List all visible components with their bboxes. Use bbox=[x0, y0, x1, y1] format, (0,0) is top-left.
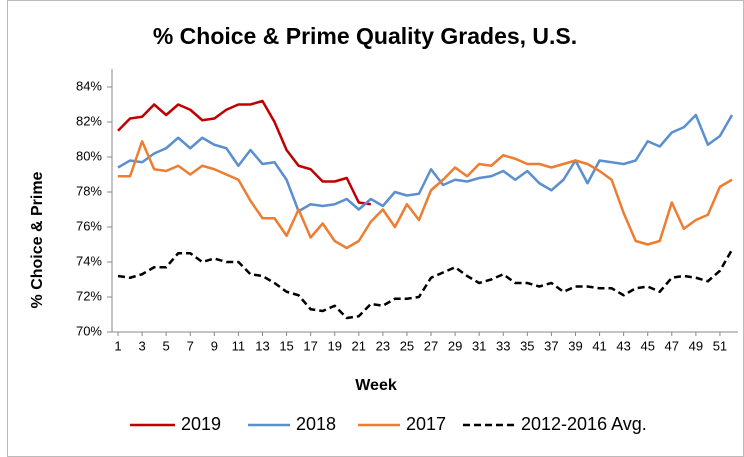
x-tick-label: 43 bbox=[616, 338, 630, 353]
x-tick-label: 51 bbox=[713, 338, 727, 353]
x-tick-label: 13 bbox=[255, 338, 269, 353]
x-tick-label: 37 bbox=[544, 338, 558, 353]
series-line bbox=[117, 113, 734, 213]
x-tick-label: 17 bbox=[303, 338, 317, 353]
x-tick-label: 1 bbox=[114, 338, 121, 353]
x-tick-label: 49 bbox=[689, 338, 703, 353]
x-tick-label: 21 bbox=[352, 338, 366, 353]
x-tick-label: 3 bbox=[138, 338, 145, 353]
y-tick-label: 72% bbox=[76, 288, 102, 303]
x-tick-label: 7 bbox=[187, 338, 194, 353]
x-tick-label: 11 bbox=[232, 338, 246, 353]
y-axis-title: % Choice & Prime bbox=[29, 171, 46, 308]
y-tick-label: 78% bbox=[76, 183, 102, 198]
y-tick-label: 70% bbox=[76, 323, 102, 338]
x-tick-label: 5 bbox=[163, 338, 170, 353]
x-tick-label: 27 bbox=[424, 338, 438, 353]
legend-label: 2012-2016 Avg. bbox=[521, 414, 647, 434]
y-tick-label: 74% bbox=[76, 253, 102, 268]
x-tick-label: 35 bbox=[520, 338, 534, 353]
x-tick-label: 33 bbox=[496, 338, 510, 353]
y-tick-label: 84% bbox=[76, 78, 102, 93]
series-line bbox=[118, 140, 733, 250]
chart-title: % Choice & Prime Quality Grades, U.S. bbox=[153, 23, 577, 49]
x-tick-label: 31 bbox=[472, 338, 486, 353]
x-tick-label: 29 bbox=[448, 338, 462, 353]
legend-label: 2017 bbox=[406, 414, 446, 434]
x-tick-label: 47 bbox=[665, 338, 679, 353]
x-tick-label: 15 bbox=[279, 338, 293, 353]
chart-border bbox=[7, 0, 744, 457]
series-line bbox=[117, 99, 372, 206]
x-tick-label: 19 bbox=[327, 338, 341, 353]
x-axis-title: Week bbox=[355, 377, 397, 394]
x-tick-label: 45 bbox=[640, 338, 654, 353]
legend-label: 2019 bbox=[181, 414, 221, 434]
legend-label: 2018 bbox=[296, 414, 336, 434]
y-tick-label: 82% bbox=[76, 113, 102, 128]
y-tick-label: 76% bbox=[76, 218, 102, 233]
x-tick-label: 25 bbox=[400, 338, 414, 353]
x-tick-label: 39 bbox=[568, 338, 582, 353]
x-tick-label: 41 bbox=[592, 338, 606, 353]
x-tick-label: 9 bbox=[211, 338, 218, 353]
x-tick-label: 23 bbox=[376, 338, 390, 353]
y-tick-label: 80% bbox=[76, 148, 102, 163]
series-line bbox=[117, 249, 734, 320]
